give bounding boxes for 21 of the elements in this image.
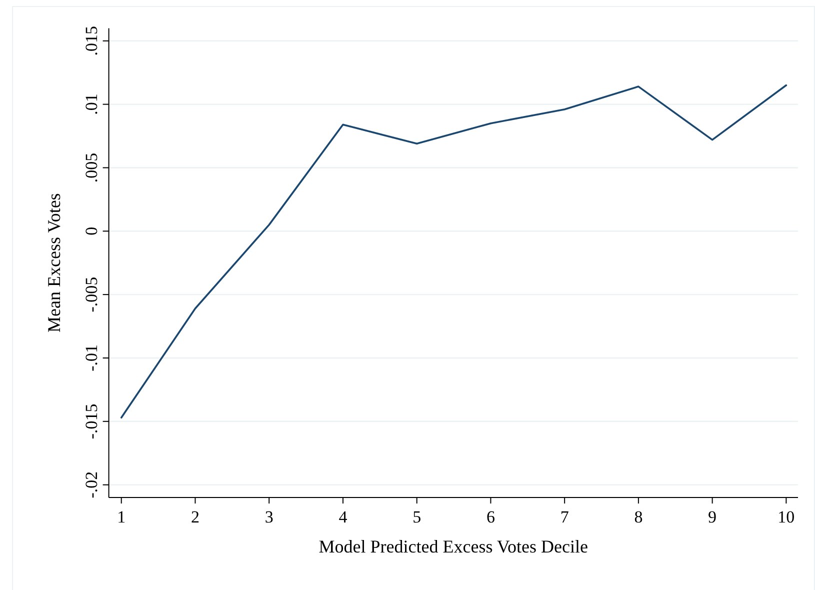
y-tick-label: .005 <box>82 152 101 183</box>
line-series <box>120 84 788 418</box>
x-tick-label: 9 <box>708 508 717 526</box>
y-tick-label: .015 <box>82 26 101 56</box>
x-tick-label: 6 <box>486 508 495 526</box>
x-tick-label: 7 <box>560 508 570 526</box>
y-tick-label: -.02 <box>82 471 101 498</box>
x-tick-label: 5 <box>412 508 422 526</box>
y-axis-title: Mean Excess Votes <box>44 193 64 333</box>
y-tick-label: -.005 <box>82 276 101 312</box>
x-tick-label: 2 <box>190 508 200 526</box>
x-tick-label: 1 <box>117 508 126 526</box>
x-tick-label: 10 <box>778 508 795 526</box>
x-tick-label: 8 <box>634 508 643 526</box>
x-tick-label: 4 <box>338 508 348 526</box>
y-tick-label: -.015 <box>82 404 101 440</box>
x-tick-label: 3 <box>264 508 274 526</box>
y-tick-label: 0 <box>82 226 101 236</box>
x-axis-title: Model Predicted Excess Votes Decile <box>318 536 588 556</box>
y-tick-label: -.01 <box>82 344 101 372</box>
y-tick-label: .01 <box>82 94 101 115</box>
